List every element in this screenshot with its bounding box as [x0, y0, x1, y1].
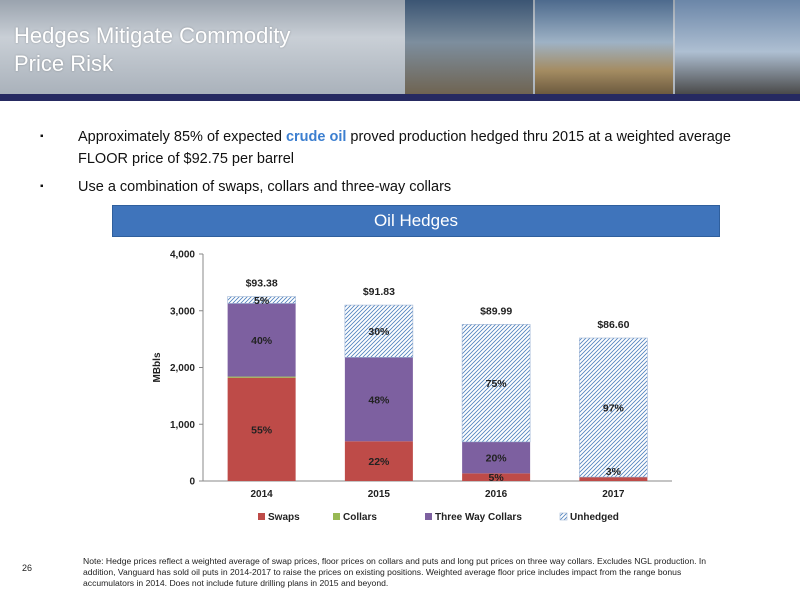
- y-tick-label: 2,000: [170, 363, 195, 374]
- bullet-item-hedge-types: ▪ Use a combination of swaps, collars an…: [36, 176, 756, 198]
- y-tick-label: 1,000: [170, 420, 195, 431]
- legend-swatch: [425, 513, 432, 520]
- bullet-highlight: crude oil: [285, 129, 347, 145]
- price-label: $91.83: [363, 286, 395, 298]
- bullet-square-icon: ▪: [40, 181, 44, 192]
- header-divider: [0, 94, 800, 101]
- bar-percent-label: 30%: [368, 326, 390, 338]
- header-photo-oil-worker: [405, 0, 533, 94]
- bar-percent-label: 22%: [368, 456, 390, 468]
- page-title-line-1: Hedges Mitigate Commodity: [14, 23, 291, 48]
- bullet-item-hedged-production: ▪ Approximately 85% of expected crude oi…: [36, 126, 756, 170]
- bar-three-way-collars: [344, 357, 413, 442]
- page-number: 26: [22, 563, 33, 573]
- legend-swatch: [559, 512, 568, 521]
- footnote: Note: Hedge prices reflect a weighted av…: [83, 556, 707, 588]
- bar-unhedged: [344, 304, 414, 358]
- y-tick-label: 4,000: [170, 250, 195, 261]
- bar-percent-label: 55%: [251, 424, 273, 436]
- legend-swatch: [333, 513, 340, 520]
- bar-unhedged: [579, 337, 648, 478]
- bar-percent-label: 97%: [603, 403, 625, 415]
- x-tick-label: 2014: [251, 489, 274, 500]
- y-tick-label: 0: [189, 477, 195, 488]
- bullet-list: ▪ Approximately 85% of expected crude oi…: [36, 126, 756, 204]
- legend-label: Three Way Collars: [435, 512, 522, 523]
- legend-label: Collars: [343, 512, 377, 523]
- header-photo-drilling-rig: [675, 0, 800, 94]
- bullet-square-icon: ▪: [40, 131, 44, 142]
- price-label: $86.60: [597, 319, 629, 331]
- bar-percent-label: 5%: [254, 295, 270, 307]
- page-title-line-2: Price Risk: [14, 51, 114, 76]
- bar-percent-label: 3%: [606, 466, 622, 478]
- bullet-text-before: Approximately 85% of expected: [78, 129, 286, 145]
- y-axis-label: MBbls: [152, 352, 163, 382]
- bar-percent-label: 40%: [251, 335, 273, 347]
- y-tick-label: 3,000: [170, 306, 195, 317]
- bullet-text-after: proved production hedged thru 2015 at a …: [346, 129, 731, 145]
- bar-unhedged: [461, 324, 531, 443]
- bar-percent-label: 20%: [486, 453, 508, 465]
- bar-three-way-collars: [227, 303, 296, 377]
- x-tick-label: 2017: [602, 489, 625, 500]
- bar-swaps: [579, 477, 648, 481]
- bar-swaps: [462, 473, 531, 481]
- legend-label: Swaps: [268, 512, 300, 523]
- legend-label: Unhedged: [570, 512, 619, 523]
- x-tick-label: 2016: [485, 489, 508, 500]
- bar-swaps: [227, 377, 296, 481]
- page-title: Hedges Mitigate Commodity Price Risk: [14, 22, 290, 78]
- bar-unhedged: [227, 296, 296, 304]
- x-tick-label: 2015: [368, 489, 391, 500]
- bar-percent-label: 75%: [486, 378, 508, 390]
- bar-collars: [227, 376, 296, 378]
- bar-percent-label: 48%: [368, 394, 390, 406]
- header-photo-refinery: [535, 0, 673, 94]
- bar-three-way-collars: [462, 441, 531, 474]
- bullet-text: Use a combination of swaps, collars and …: [78, 179, 452, 195]
- bar-swaps: [344, 441, 413, 481]
- legend-swatch: [258, 513, 265, 520]
- price-label: $93.38: [246, 278, 278, 290]
- bullet-text-line2: FLOOR price of $92.75 per barrel: [78, 151, 294, 167]
- bar-percent-label: 5%: [489, 472, 505, 484]
- header-banner: Hedges Mitigate Commodity Price Risk: [0, 0, 800, 94]
- chart-title-bar: Oil Hedges: [112, 205, 720, 237]
- price-label: $89.99: [480, 305, 512, 317]
